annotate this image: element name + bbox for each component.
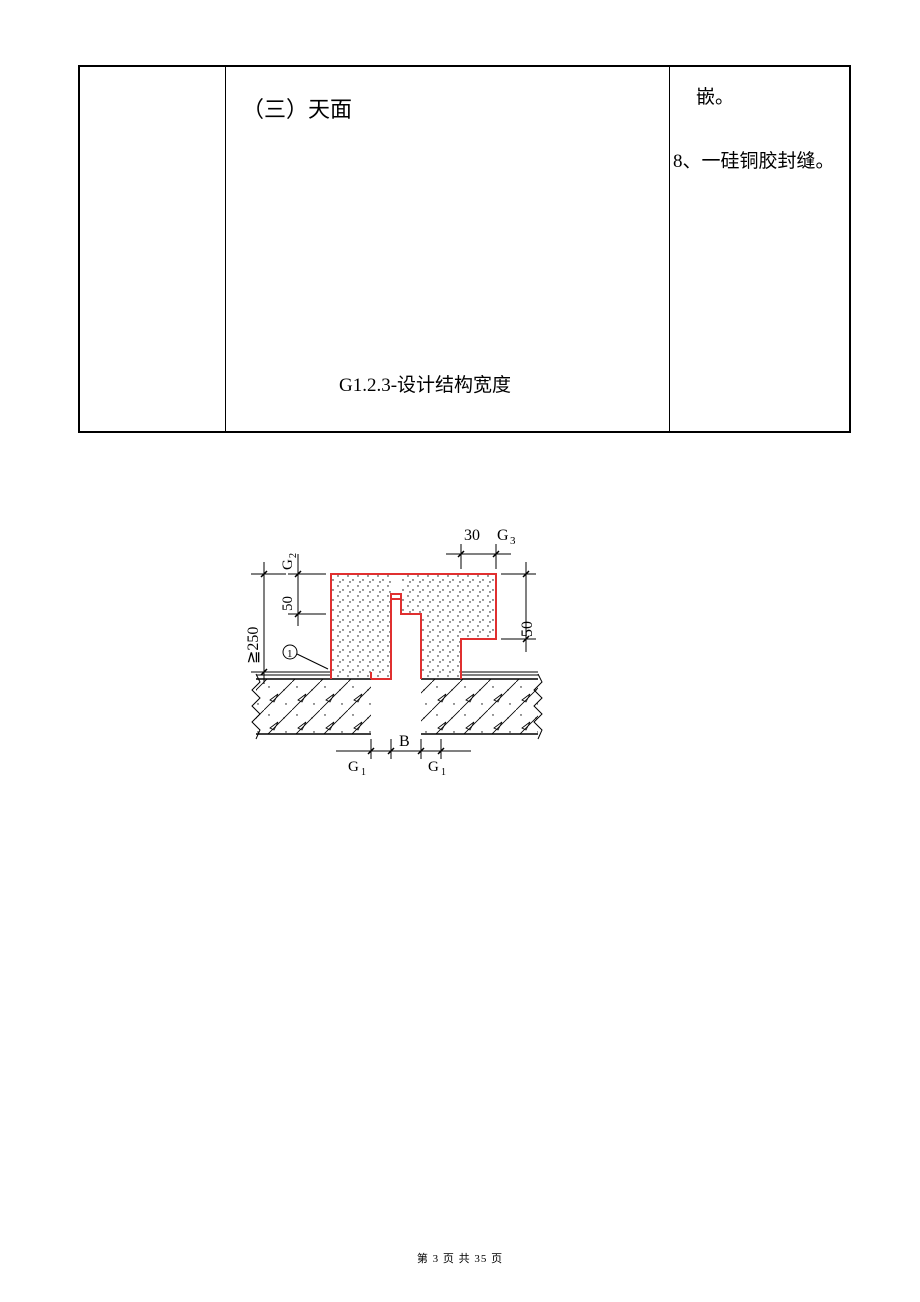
page-footer: 第 3 页 共 35 页 (0, 1250, 920, 1266)
dim-g2: G (280, 559, 296, 570)
right-note-1: 嵌。 (696, 82, 734, 109)
dim-30: 30 (464, 527, 480, 544)
dim-g3: G (497, 527, 509, 544)
dim-g1-left: G (348, 759, 359, 775)
dim-250: ≧250 (245, 627, 262, 664)
dim-g2-sub: 2 (288, 553, 299, 558)
dim-g3-sub: 3 (510, 535, 516, 547)
dim-b: B (399, 733, 410, 750)
right-note-2: 8、一硅铜胶封缝。 (673, 146, 835, 173)
cross-section-svg: 30 G 3 50 ≧250 50 G 2 1 (236, 514, 556, 784)
dim-left-50: 50 (280, 596, 296, 611)
technical-diagram: 30 G 3 50 ≧250 50 G 2 1 (236, 514, 556, 784)
diagram-caption: G1.2.3-设计结构宽度 (339, 370, 511, 397)
dim-g1-right-sub: 1 (441, 767, 446, 778)
dim-g1-right: G (428, 759, 439, 775)
section-title: （三）天面 (242, 92, 352, 124)
dim-right-50: 50 (519, 621, 536, 637)
marker-1: 1 (287, 648, 293, 660)
dim-g1-left-sub: 1 (361, 767, 366, 778)
